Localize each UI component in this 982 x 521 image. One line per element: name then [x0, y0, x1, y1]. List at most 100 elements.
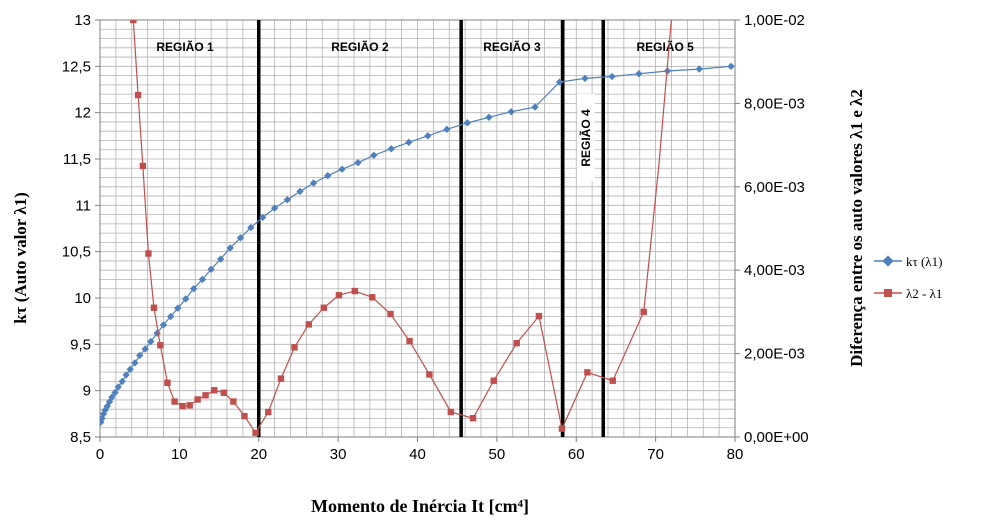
series-1-point: [259, 213, 267, 222]
y-tick-left-label: 12: [74, 105, 91, 122]
series-1-point: [189, 285, 198, 293]
series-2-point: [469, 415, 477, 422]
series-2-point: [387, 310, 394, 318]
series-1-point: [507, 108, 515, 116]
legend-item-series-2: λ2 - λ1: [874, 286, 942, 301]
series-2-point: [277, 375, 285, 382]
series-2-point: [130, 20, 137, 24]
series-2-point: [513, 339, 520, 347]
region-label-1: REGIÃO 1: [156, 39, 214, 54]
x-tick-label: 10: [171, 446, 188, 463]
series-2-point: [241, 412, 248, 420]
y-tick-left-label: 10,5: [62, 244, 91, 261]
series-2-point: [369, 294, 376, 301]
series-1-point: [141, 345, 149, 353]
y-tick-left-label: 9: [83, 383, 91, 400]
y-tick-left-label: 11: [75, 197, 91, 214]
series-2-point: [179, 402, 186, 410]
series-1-point: [247, 223, 255, 232]
legend-label-series-2: λ2 - λ1: [906, 286, 942, 301]
y-tick-left-label: 8,5: [70, 429, 91, 446]
y-tick-left-label: 10: [74, 290, 91, 307]
series-1-point: [485, 113, 493, 121]
region-label-2: REGIÃO 2: [331, 39, 389, 54]
legend-item-series-1: kτ (λ1): [874, 254, 942, 269]
y-axis-left: 8,5 9 9,5 10 10,5 11 11,5 12 12,5 13: [62, 12, 100, 446]
series-2-point: [558, 425, 566, 432]
series-1-point: [387, 145, 395, 153]
series-2-point: [220, 389, 228, 396]
series-1-point: [118, 377, 126, 386]
series-1-point: [166, 312, 175, 321]
series-1-point: [226, 244, 234, 252]
x-axis-title: Momento de Inércia It [cm⁴]: [311, 496, 529, 516]
series-2-point: [150, 304, 158, 311]
y-axis-right: 0,00E+00 2,00E-03 4,00E-03 6,00E-03 8,00E-03…: [735, 12, 809, 446]
series-1-point: [463, 119, 472, 127]
x-tick-label: 40: [409, 446, 426, 463]
legend: kτ (λ1) λ2 - λ1: [874, 254, 942, 301]
series-1-point: [370, 151, 378, 159]
y-tick-right-label: 1,00E-02: [744, 12, 805, 29]
series-2-point: [609, 377, 616, 384]
x-axis: 0 10 20 30 40 50 60 70 80: [96, 437, 743, 463]
y-tick-right-label: 6,00E-03: [744, 179, 805, 196]
y-tick-right-label: 0,00E+00: [744, 429, 809, 446]
series-2-point: [490, 377, 497, 384]
series-2-point: [134, 91, 142, 99]
series-1-point: [122, 371, 130, 379]
series-2-point: [291, 344, 298, 351]
y-tick-left-label: 11,5: [63, 151, 91, 168]
series-1-point: [131, 359, 139, 367]
series-2-point: [139, 162, 147, 170]
series-2-point: [535, 312, 543, 320]
series-2-point: [584, 369, 591, 376]
region-label-5: REGIÃO 5: [636, 39, 694, 54]
series-2-point: [171, 398, 178, 405]
y-tick-right-label: 8,00E-03: [744, 95, 805, 112]
series-1-point: [182, 295, 190, 303]
series-2-point: [194, 396, 201, 403]
y-axis-left-title: kτ (Auto valor λ1): [11, 192, 30, 324]
series-2-point: [426, 371, 433, 378]
series-1-point: [136, 351, 144, 360]
series-2-point: [447, 408, 455, 416]
series-2-point: [320, 304, 328, 311]
series-2-point: [202, 392, 209, 399]
series-1-point: [555, 78, 564, 86]
series-2-point: [164, 379, 171, 386]
series-1-point: [236, 234, 245, 242]
series-2-point: [335, 292, 343, 299]
series-2: [130, 20, 672, 437]
y-tick-left-label: 12,5: [62, 58, 91, 75]
series-2-point: [211, 387, 218, 394]
series-1-point: [174, 304, 182, 312]
y-axis-right-title: Diferença entre os auto valores λ1 e λ2: [847, 89, 866, 367]
x-tick-label: 20: [250, 446, 267, 463]
series-2-point: [145, 250, 152, 257]
series-2-point: [640, 308, 647, 316]
x-tick-label: 0: [96, 446, 104, 463]
y-tick-right-label: 4,00E-03: [744, 262, 805, 279]
region-label-3: REGIÃO 3: [483, 39, 541, 54]
series-2-point: [230, 398, 237, 405]
series-1-point: [114, 383, 122, 391]
y-tick-left-label: 13: [74, 12, 91, 29]
series-1-point: [198, 275, 207, 284]
y-tick-left-label: 9,5: [70, 336, 91, 353]
series-2-point: [406, 337, 413, 345]
series-1-point: [216, 255, 225, 263]
x-tick-label: 70: [647, 446, 664, 463]
series-2-point: [351, 287, 358, 295]
series-1-point: [443, 125, 451, 134]
series-1-line: [100, 65, 732, 423]
series-2-point: [157, 342, 164, 349]
y-tick-right-label: 2,00E-03: [744, 346, 805, 363]
region-label-bg: [576, 94, 595, 182]
series-2-point: [305, 321, 312, 328]
x-tick-label: 50: [489, 446, 506, 463]
x-tick-label: 60: [568, 446, 585, 463]
series-2-point: [252, 429, 259, 437]
series-1-point: [581, 74, 589, 83]
legend-label-series-1: kτ (λ1): [906, 254, 942, 269]
